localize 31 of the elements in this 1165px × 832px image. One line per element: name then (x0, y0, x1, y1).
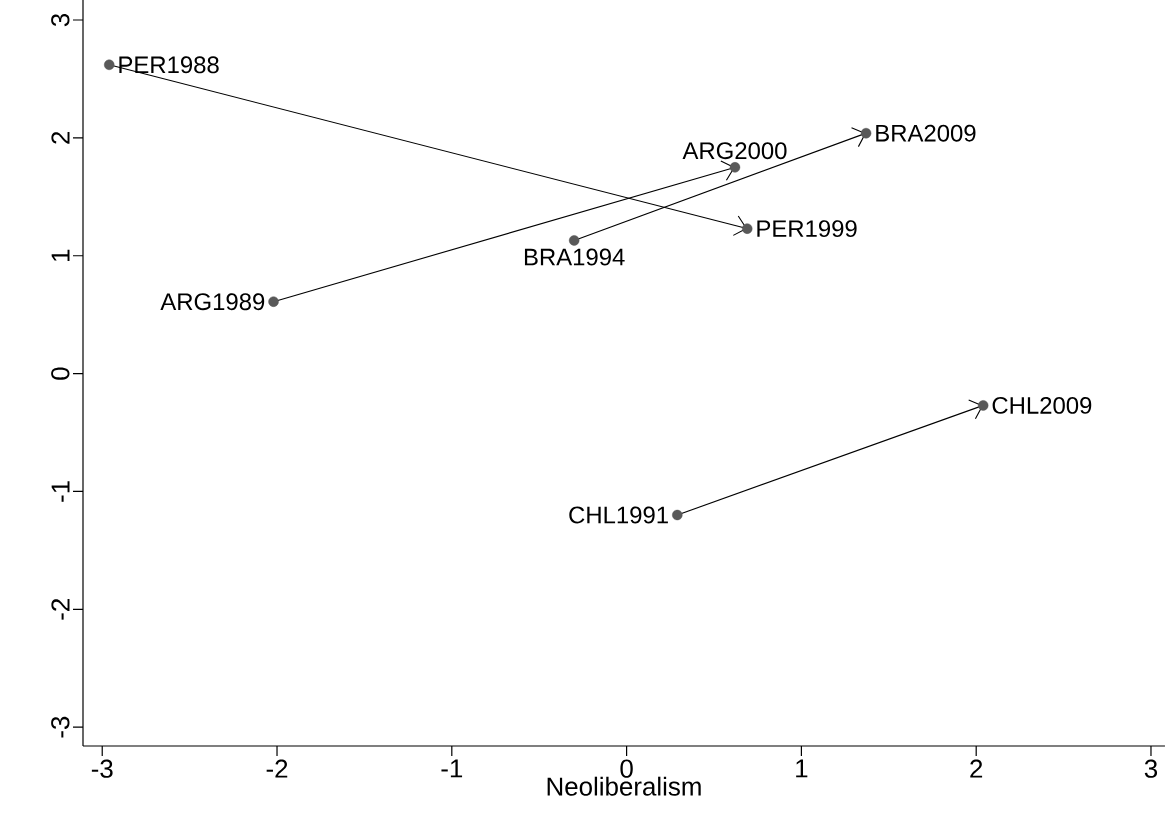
annotation: CHL1991 (569, 506, 668, 524)
x-tick-label: -2 (266, 759, 288, 778)
point (860, 127, 872, 139)
x-tick-label: 2 (970, 759, 983, 778)
x-tick-label: -3 (91, 759, 113, 778)
y-tick-label: 3 (51, 13, 70, 27)
y-tick-label: -2 (51, 599, 70, 620)
y-tick-label: 2 (51, 131, 70, 144)
y-tick-label: 0 (51, 367, 70, 380)
point (268, 296, 279, 307)
annotation: BRA1994 (524, 248, 625, 266)
point (729, 162, 741, 173)
point (568, 235, 580, 246)
annotation: CHL2009 (992, 396, 1092, 414)
x-tick-label: 1 (796, 759, 808, 778)
y-tick-label: -1 (51, 481, 70, 502)
annotation: PER1999 (757, 220, 857, 238)
annotation: BRA2009 (876, 124, 976, 142)
y-tick-label: 1 (51, 249, 70, 261)
x-tick-label: -1 (441, 759, 463, 778)
point (977, 400, 989, 411)
x-tick-label: 3 (1144, 759, 1158, 778)
x-axis-title: Neoliberalism (547, 776, 701, 796)
y-tick-label: -3 (51, 716, 70, 738)
point (672, 509, 683, 521)
point (104, 59, 115, 71)
annotation: PER1988 (119, 56, 219, 74)
point (742, 223, 753, 234)
x-tick-label: 0 (620, 759, 633, 778)
annotation: ARG2000 (682, 142, 787, 160)
annotation: ARG1989 (160, 293, 265, 311)
